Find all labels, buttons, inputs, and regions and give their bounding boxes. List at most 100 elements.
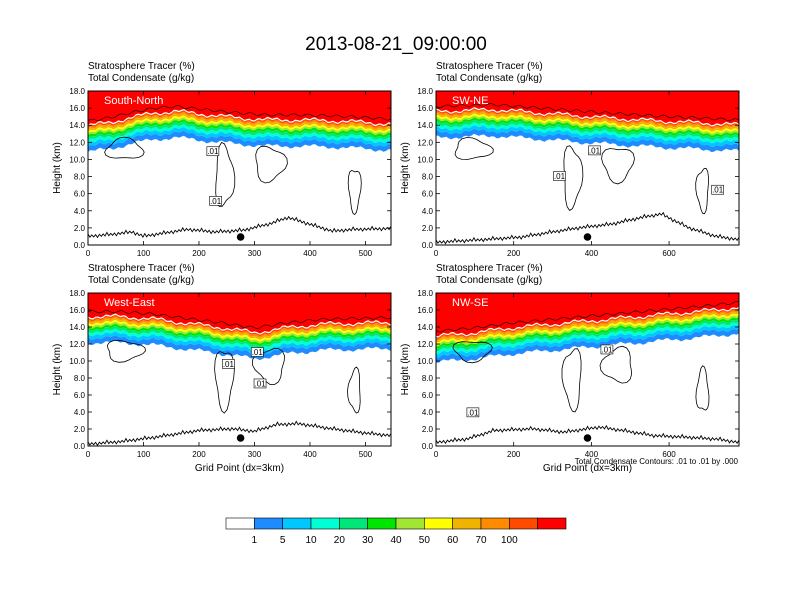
plot-content: .01 .01: [436, 293, 739, 445]
strat-band-6: [88, 117, 391, 136]
strat-band-5: [436, 313, 739, 345]
y-tick-label: 8.0: [422, 374, 434, 383]
colorbar-swatch: [509, 517, 538, 530]
strat-band-3: [88, 111, 391, 130]
colorbar-swatch: [395, 517, 425, 530]
colorbar-swatch: [225, 517, 255, 530]
strat-band-7: [436, 317, 739, 349]
x-tick-label: 600: [662, 249, 676, 258]
strat-band-10: [88, 331, 391, 356]
y-tick-label: 10.0: [69, 357, 85, 366]
colorbar-label: 1: [252, 535, 258, 546]
contour-note: Total Condensate Contours: .01 to .01 by…: [575, 457, 739, 466]
strat-band-6: [88, 321, 391, 344]
colorbar-swatch: [452, 517, 482, 530]
panel-label: NW-SE: [452, 297, 488, 309]
panel-subtitle-1: Stratosphere Tracer (%): [88, 61, 195, 72]
y-tick-label: 0.0: [74, 241, 86, 250]
contour-label: .01: [712, 186, 724, 195]
strat-band-7: [88, 119, 391, 138]
plot-content: .01 .01 .01: [88, 293, 391, 446]
location-marker: [583, 434, 592, 442]
terrain-line: [436, 211, 739, 245]
colorbar-label: 60: [447, 535, 459, 546]
terrain-line: [436, 424, 739, 445]
strat-band-5: [88, 319, 391, 342]
strat-band-4: [88, 318, 391, 340]
terrain-line: [88, 215, 391, 239]
x-tick-label: 100: [137, 450, 151, 459]
y-tick-label: 2.0: [74, 425, 86, 434]
y-tick-label: 18.0: [417, 87, 433, 96]
y-tick-label: 18.0: [69, 87, 85, 96]
contour-label-box: [253, 378, 267, 389]
plot-frame: [87, 90, 392, 246]
x-tick-label: 400: [585, 249, 599, 258]
panel-subtitle-1: Stratosphere Tracer (%): [436, 263, 543, 274]
colorbar-swatch: [367, 517, 397, 530]
strat-band-4: [436, 111, 739, 132]
colorbar-swatch: [339, 517, 368, 530]
plot-content: .01 .01: [88, 91, 391, 239]
strat-band-8: [436, 119, 739, 141]
y-tick-label: 2.0: [74, 224, 86, 233]
location-marker: [236, 233, 245, 241]
strat-band-9: [436, 321, 739, 355]
strat-band-2: [436, 108, 739, 129]
strat-band-4: [436, 311, 739, 343]
y-tick-label: 16.0: [417, 104, 433, 113]
y-tick-label: 0.0: [422, 442, 434, 451]
colorbar-label: 30: [362, 535, 374, 546]
y-tick-label: 4.0: [422, 408, 434, 417]
x-tick-label: 200: [192, 450, 206, 459]
strat-band-1: [436, 91, 739, 126]
condensate-contour: [88, 105, 391, 122]
strat-band-7: [88, 323, 391, 347]
colorbar-swatch: [254, 517, 283, 530]
panels: .01 .01 South-North 0.0 2.0 4.0 6.0 8.0 10.0 12.0…: [52, 61, 740, 474]
x-tick-label: 300: [248, 450, 262, 459]
contour-label-box: [553, 171, 566, 181]
panel-label: SW-NE: [452, 95, 488, 107]
colorbar: 1 5 10 20 30 40 50 60 70 100: [225, 517, 567, 546]
x-tick-label: 0: [86, 249, 91, 258]
strat-band-3: [88, 316, 391, 338]
condensate-contour: [104, 136, 145, 159]
condensate-contour: [255, 145, 288, 184]
location-marker: [236, 434, 245, 442]
condensate-contour: [436, 301, 739, 333]
contour-label: .01: [254, 379, 266, 388]
colorbar-swatch: [310, 517, 340, 530]
terrain-line: [88, 420, 391, 446]
condensate-contour: [695, 365, 710, 411]
panel-subtitle-1: Stratosphere Tracer (%): [88, 263, 195, 274]
strat-band-8: [88, 121, 391, 141]
y-tick-label: 10.0: [69, 155, 85, 164]
condensate-contour: [252, 348, 285, 386]
y-axis-label: Height (km): [400, 142, 411, 194]
colorbar-swatch: [537, 517, 567, 530]
x-tick-label: 400: [585, 450, 599, 459]
condensate-contour: [454, 137, 494, 160]
y-tick-label: 8.0: [74, 374, 86, 383]
condensate-contour: [599, 345, 633, 384]
panel-subtitle-2: Total Condensate (g/kg): [88, 73, 194, 84]
strat-band-11: [88, 335, 391, 361]
condensate-contour: [88, 310, 391, 329]
strat-band-2: [88, 110, 391, 129]
x-tick-label: 500: [359, 450, 373, 459]
strat-band-10: [88, 127, 391, 147]
y-tick-label: 14.0: [417, 121, 433, 130]
contour-label-box: [466, 407, 480, 418]
colorbar-label: 20: [334, 535, 346, 546]
contour-label-box: [222, 359, 235, 369]
x-tick-label: 0: [434, 249, 439, 258]
x-tick-label: 0: [434, 450, 439, 459]
strat-band-6: [436, 115, 739, 136]
x-tick-label: 600: [662, 450, 676, 459]
colorbar-label: 40: [390, 535, 402, 546]
contour-label: .01: [223, 360, 235, 369]
panel-subtitle-1: Stratosphere Tracer (%): [436, 61, 543, 72]
strat-band-10: [436, 125, 739, 147]
